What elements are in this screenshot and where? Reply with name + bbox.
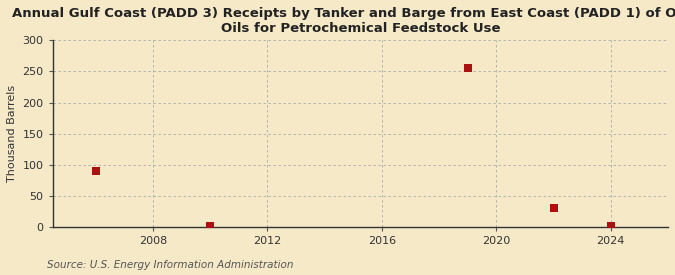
Text: Source: U.S. Energy Information Administration: Source: U.S. Energy Information Administ… [47, 260, 294, 270]
Title: Annual Gulf Coast (PADD 3) Receipts by Tanker and Barge from East Coast (PADD 1): Annual Gulf Coast (PADD 3) Receipts by T… [12, 7, 675, 35]
Point [548, 206, 559, 211]
Point [205, 224, 215, 228]
Point [90, 169, 101, 173]
Y-axis label: Thousand Barrels: Thousand Barrels [7, 85, 17, 182]
Point [462, 65, 473, 70]
Point [605, 224, 616, 228]
